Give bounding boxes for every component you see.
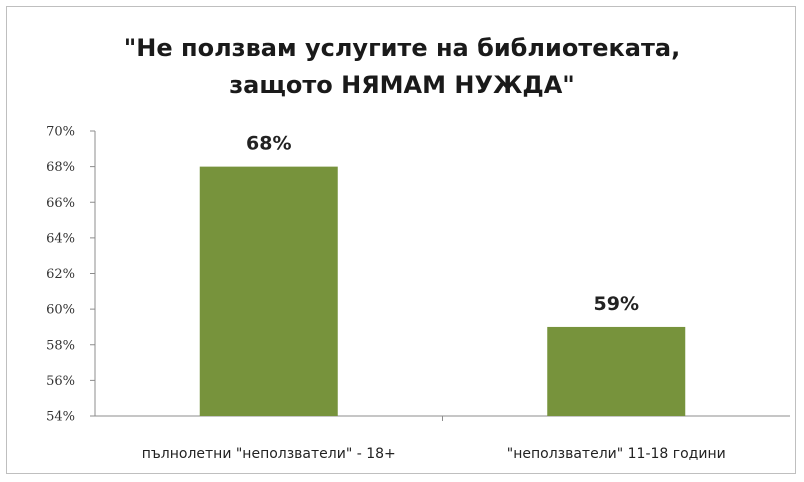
y-tick-label: 66% bbox=[46, 196, 75, 211]
category-label: "неползватели" 11-18 години bbox=[507, 446, 726, 462]
chart-title: "Не ползвам услугите на библиотеката, за… bbox=[0, 30, 804, 104]
y-tick-label: 58% bbox=[46, 338, 75, 353]
chart-title-line-2: защото НЯМАМ НУЖДА" bbox=[229, 71, 575, 99]
y-tick-label: 54% bbox=[46, 410, 75, 425]
data-label: 68% bbox=[246, 133, 291, 155]
bar bbox=[547, 326, 686, 416]
bar bbox=[199, 166, 338, 416]
chart-title-line-1: "Не ползвам услугите на библиотеката, bbox=[123, 34, 681, 62]
y-tick-label: 60% bbox=[46, 303, 75, 318]
y-tick-label: 62% bbox=[46, 267, 75, 282]
category-label: пълнолетни "неползватели" - 18+ bbox=[142, 446, 396, 462]
y-tick-label: 56% bbox=[46, 374, 75, 389]
data-label: 59% bbox=[594, 293, 639, 315]
y-tick-label: 70% bbox=[46, 125, 75, 140]
y-tick-label: 64% bbox=[46, 231, 75, 246]
y-tick-label: 68% bbox=[46, 160, 75, 175]
